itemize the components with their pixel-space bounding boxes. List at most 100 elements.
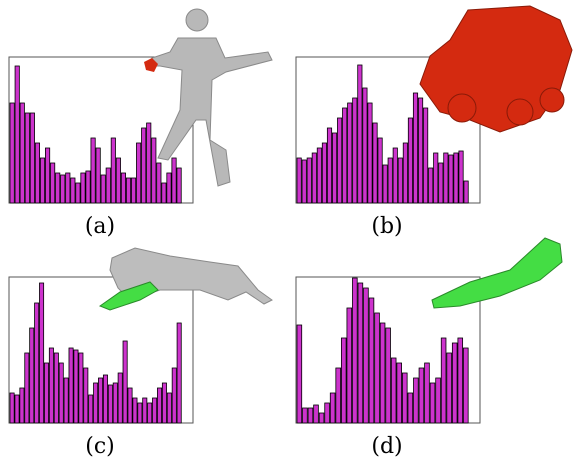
bar	[332, 133, 336, 203]
page: {"chart_data": [ {"type": "bar", "label"…	[0, 0, 579, 461]
bar	[314, 405, 319, 423]
bar	[56, 173, 60, 203]
bar	[353, 98, 357, 203]
bar	[81, 173, 85, 203]
bar	[302, 160, 306, 203]
bar	[153, 398, 157, 423]
bar	[121, 173, 125, 203]
bar	[391, 358, 396, 423]
bar	[91, 138, 95, 203]
bar	[30, 328, 34, 423]
bar	[463, 348, 468, 423]
bar	[308, 408, 313, 423]
bar	[297, 325, 302, 423]
bar	[44, 363, 48, 423]
bar	[383, 165, 387, 203]
bar	[447, 353, 452, 423]
bar	[59, 363, 63, 423]
bar	[98, 378, 102, 423]
bar	[133, 398, 137, 423]
bar	[397, 363, 402, 423]
bar	[10, 103, 14, 203]
panel-label: (d)	[371, 434, 402, 459]
bar	[84, 368, 88, 423]
bar	[147, 123, 151, 203]
bar	[138, 403, 142, 423]
bar	[45, 148, 49, 203]
bar	[414, 378, 419, 423]
bar	[423, 108, 427, 203]
bar	[106, 168, 110, 203]
bar	[325, 403, 330, 423]
bar	[157, 163, 161, 203]
bar	[429, 168, 433, 203]
bar	[86, 171, 90, 203]
bar	[30, 113, 34, 203]
bar	[162, 383, 166, 423]
bar	[143, 398, 147, 423]
bar	[167, 393, 171, 423]
bar	[452, 343, 457, 423]
bar	[408, 393, 413, 423]
bar	[118, 373, 122, 423]
bar	[20, 103, 24, 203]
bar	[402, 373, 407, 423]
bar	[373, 123, 377, 203]
bar	[364, 288, 369, 423]
bar	[69, 348, 73, 423]
bar	[152, 138, 156, 203]
bar	[64, 378, 68, 423]
bar	[76, 183, 80, 203]
bar	[464, 181, 468, 203]
bar	[343, 108, 347, 203]
bar	[458, 338, 463, 423]
bar	[425, 363, 430, 423]
panel-label: (a)	[85, 214, 115, 239]
bar	[25, 113, 29, 203]
bar	[436, 378, 441, 423]
bar	[35, 303, 39, 423]
bar	[66, 173, 70, 203]
bar	[15, 395, 19, 423]
bar	[347, 308, 352, 423]
figure: (a)(b)(c)(d)	[0, 0, 579, 461]
bar	[363, 88, 367, 203]
bar	[79, 353, 83, 423]
bar	[369, 298, 374, 423]
bar	[317, 148, 321, 203]
bar	[380, 323, 385, 423]
bar	[441, 338, 446, 423]
bar	[378, 138, 382, 203]
bar	[74, 350, 78, 423]
bar	[336, 368, 341, 423]
bar	[418, 98, 422, 203]
bar	[71, 178, 75, 203]
bar	[15, 66, 19, 203]
bar	[40, 158, 44, 203]
bar	[177, 323, 181, 423]
bar	[54, 353, 58, 423]
bar	[39, 283, 43, 423]
bar	[303, 408, 308, 423]
bar	[94, 383, 98, 423]
bar	[398, 158, 402, 203]
panel-label: (c)	[85, 434, 115, 459]
bar	[111, 138, 115, 203]
bar	[312, 153, 316, 203]
bar	[444, 153, 448, 203]
bar	[413, 93, 417, 203]
bar	[177, 168, 181, 203]
bar	[358, 283, 363, 423]
bar	[50, 163, 54, 203]
bar	[408, 118, 412, 203]
bar	[148, 403, 152, 423]
bar	[108, 385, 112, 423]
bar	[113, 383, 117, 423]
bar	[61, 175, 65, 203]
bar	[123, 341, 127, 423]
bar	[327, 128, 331, 203]
red-hand-model	[420, 6, 572, 132]
bar	[172, 158, 176, 203]
bar	[386, 328, 391, 423]
bar	[128, 388, 132, 423]
